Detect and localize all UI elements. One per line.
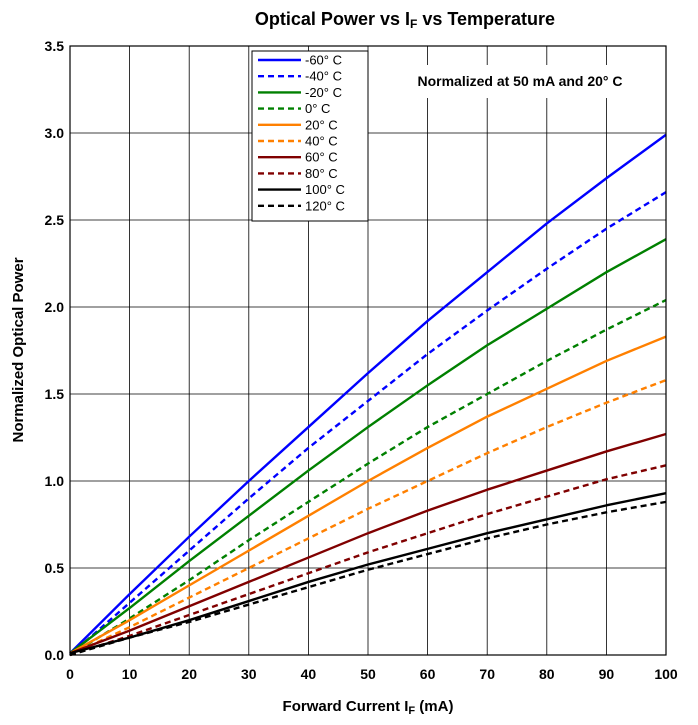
legend-label: 120° C: [305, 198, 345, 213]
x-axis-label: Forward Current IF (mA): [283, 698, 454, 717]
series-lines: [69, 133, 667, 657]
series-line: [69, 432, 667, 655]
x-tick-label: 50: [360, 666, 376, 682]
y-tick-label: 2.5: [45, 212, 65, 228]
x-tick-labels: 0 10 20 30 40 50 60 70 80 90 100: [66, 666, 678, 682]
x-tick-label: 70: [479, 666, 495, 682]
legend-label: -40° C: [305, 69, 342, 84]
legend-label: 60° C: [305, 150, 338, 165]
y-tick-labels: 0.0 0.5 1.0 1.5 2.0 2.5 3.0 3.5: [45, 38, 65, 663]
y-tick-label: 3.0: [45, 125, 65, 141]
legend-label: 100° C: [305, 182, 345, 197]
y-tick-label: 1.0: [45, 473, 65, 489]
y-tick-label: 1.5: [45, 386, 65, 402]
y-tick-label: 2.0: [45, 299, 65, 315]
series-line: [69, 238, 667, 655]
y-axis-label: Normalized Optical Power: [10, 257, 27, 442]
legend-label: -60° C: [305, 53, 342, 68]
x-tick-label: 100: [654, 666, 678, 682]
series-line: [69, 378, 667, 657]
plot-area-border: [69, 45, 667, 656]
legend-label: -20° C: [305, 85, 342, 100]
x-tick-label: 60: [420, 666, 436, 682]
legend-label: 20° C: [305, 117, 338, 132]
legend-box: [251, 50, 369, 222]
legend: -60° C-40° C-20° C0° C20° C 40° C60° C80°…: [251, 50, 369, 222]
series-line: [69, 133, 667, 655]
annotation-note: Normalized at 50 mA and 20° C: [417, 73, 622, 89]
x-tick-label: 80: [539, 666, 555, 682]
y-tick-label: 3.5: [45, 38, 65, 54]
x-tick-label: 30: [241, 666, 257, 682]
chart-title: Optical Power vs IF vs Temperature: [255, 9, 555, 31]
x-tick-label: 40: [301, 666, 317, 682]
series-line: [69, 500, 667, 657]
x-tick-label: 10: [122, 666, 138, 682]
x-tick-label: 90: [599, 666, 615, 682]
legend-label: 0° C: [305, 101, 330, 116]
y-tick-label: 0.0: [45, 647, 65, 663]
legend-label: 40° C: [305, 134, 338, 149]
x-tick-label: 20: [181, 666, 197, 682]
legend-label: 80° C: [305, 166, 338, 181]
series-line: [69, 464, 667, 657]
series-line: [69, 191, 667, 656]
series-line: [69, 298, 667, 657]
y-tick-label: 0.5: [45, 560, 65, 576]
x-tick-label: 0: [66, 666, 74, 682]
annotation-box: Normalized at 50 mA and 20° C: [383, 65, 658, 98]
series-line: [69, 335, 667, 655]
